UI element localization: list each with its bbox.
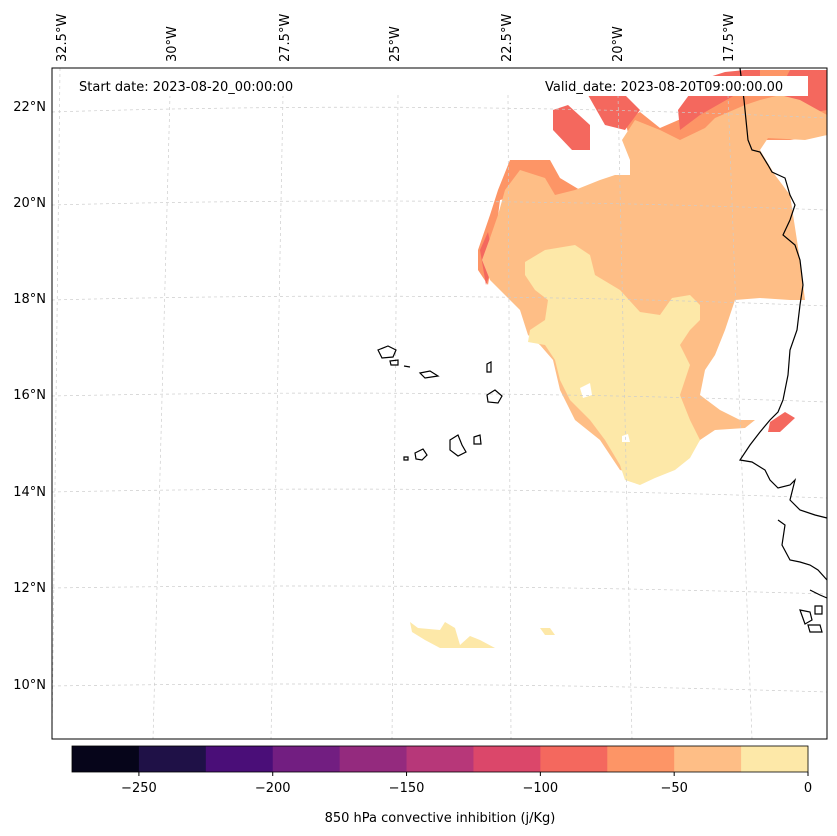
cin-region-75-100-top-a [553, 105, 590, 150]
lat-label: 16°N [13, 388, 46, 403]
meridian-line [152, 94, 171, 740]
colorbar-bin [540, 746, 608, 772]
lat-label: 10°N [13, 678, 46, 693]
island-sao-vicente [389, 359, 399, 366]
west-africa-coastline [738, 67, 828, 599]
lon-label: 27.5°W [278, 14, 293, 62]
colorbar-tick-label: −150 [389, 781, 425, 796]
lon-label: 32.5°W [55, 14, 70, 62]
colorbar-bin [272, 746, 341, 772]
island-sao-nicolau [418, 370, 440, 379]
parallel-line [51, 392, 828, 403]
island-boa-vista [486, 389, 503, 404]
colorbar-tick-label: −250 [121, 781, 157, 796]
colorbar-tick-label: −50 [660, 781, 687, 796]
colorbar-bin [138, 746, 207, 772]
cin-region-75-100-top-b [588, 88, 640, 130]
island-maio [473, 434, 482, 445]
cin-region-75-100-south [768, 412, 795, 432]
valid-date-box [540, 76, 808, 96]
cin-region-0-25-south-b [540, 628, 555, 635]
meridian-line [270, 94, 284, 740]
meridian-line [507, 94, 512, 740]
colorbar-bin [72, 746, 140, 772]
graticule [51, 67, 828, 740]
colorbar-bin [406, 746, 474, 772]
parallel-line [51, 200, 828, 211]
lon-label: 20°W [611, 26, 626, 62]
parallel-line [51, 585, 828, 595]
island-sal [486, 361, 492, 373]
colorbar-frame [71, 745, 809, 773]
meridian-line [391, 94, 399, 740]
colorbar-bin [205, 746, 274, 772]
island-santo-antao [377, 345, 397, 359]
lat-label: 18°N [13, 292, 46, 307]
island-fogo [414, 448, 428, 461]
coastlines [377, 67, 828, 633]
lon-labels: 32.5°W 30°W 27.5°W 25°W 22.5°W 20°W 17.5… [55, 14, 737, 62]
colorbar-tick-label: −100 [523, 781, 559, 796]
valid-date-label: Valid_date: 2023-08-20T09:00:00.00 [545, 80, 783, 95]
colorbar-tick-label: −200 [255, 781, 291, 796]
islands-bijagos [799, 605, 823, 633]
island-santa-luzia [403, 365, 411, 368]
parallel-line [51, 683, 828, 693]
colorbar-bin [607, 746, 675, 772]
cin-region-0-25-south [410, 622, 495, 648]
cin-field-layer [410, 70, 827, 648]
colorbar-tick-label: 0 [804, 781, 812, 796]
colorbar-label: 850 hPa convective inhibition (j/Kg) [325, 811, 556, 826]
parallel-line [51, 295, 828, 307]
parallel-line [51, 488, 828, 499]
colorbar-bin [339, 746, 408, 772]
colorbar-bin [674, 746, 742, 772]
colorbar: −250 −200 −150 −100 −50 0 850 hPa convective … [71, 745, 812, 826]
cin-hole-2 [622, 434, 630, 442]
colorbar-bin [741, 746, 809, 772]
map-frame [51, 67, 828, 740]
cin-hole [580, 383, 592, 398]
cin-region-0-25-core [525, 245, 700, 485]
lon-label: 17.5°W [722, 14, 737, 62]
meridian-line [51, 67, 61, 740]
lat-label: 12°N [13, 581, 46, 596]
colorbar-ticks: −250 −200 −150 −100 −50 0 [121, 772, 812, 796]
lat-label: 22°N [13, 100, 46, 115]
lat-label: 14°N [13, 485, 46, 500]
start-date-label: Start date: 2023-08-20_00:00:00 [79, 80, 293, 95]
meridian-line [617, 94, 633, 740]
lon-label: 25°W [388, 26, 403, 62]
start-date-box [74, 76, 314, 96]
lon-label: 30°W [165, 26, 180, 62]
colorbar-bin [473, 746, 541, 772]
lon-label: 22.5°W [500, 14, 515, 62]
parallel-line [51, 106, 828, 119]
island-brava [403, 456, 409, 461]
island-santiago [449, 434, 467, 457]
lat-label: 20°N [13, 196, 46, 211]
colorbar-bins [72, 746, 809, 772]
lat-labels: 22°N 20°N 18°N 16°N 14°N 12°N 10°N [13, 100, 46, 693]
